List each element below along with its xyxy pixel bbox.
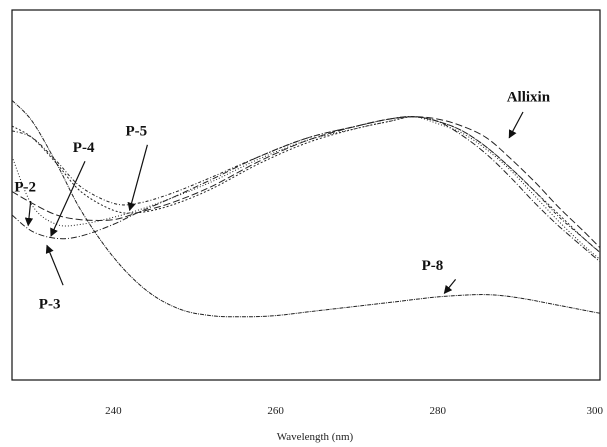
annotation-label-p-3: P-3 (39, 297, 61, 313)
x-tick-label-240: 240 (105, 405, 122, 417)
annotation-layer: Allixin P-5 P-4 P-2 P-3 P-8 (14, 90, 550, 313)
series-line-p-2 (11, 116, 601, 260)
annotation-arrow-allixin (508, 111, 524, 139)
annotation-arrow-p-8 (443, 279, 457, 295)
annotation-label-p-4: P-4 (73, 140, 95, 156)
x-tick-label-280: 280 (430, 405, 447, 417)
series-line-p-3 (11, 116, 601, 263)
plot-frame (11, 9, 601, 381)
series-line-allixin (11, 116, 601, 249)
annotation-arrow-p-5 (127, 144, 148, 212)
x-tick-label-300: 300 (587, 405, 604, 417)
annotation-arrow-p-4 (50, 160, 86, 237)
series-line-p-8 (11, 99, 601, 318)
annotation-label-p-2: P-2 (14, 180, 36, 196)
series-line-p-4 (11, 116, 601, 253)
series-layer (11, 99, 601, 318)
annotation-label-p-5: P-5 (126, 123, 148, 139)
series-line-p-5 (11, 116, 601, 253)
annotation-label-p-8: P-8 (422, 258, 444, 274)
x-axis-title: Wavelength (nm) (277, 431, 354, 443)
x-tick-labels: 240 260 280 300 (105, 405, 603, 417)
x-tick-label-260: 260 (267, 405, 284, 417)
annotation-label-allixin: Allixin (507, 90, 551, 106)
annotation-arrow-p-2 (24, 200, 34, 227)
annotation-arrow-p-3 (45, 244, 64, 286)
